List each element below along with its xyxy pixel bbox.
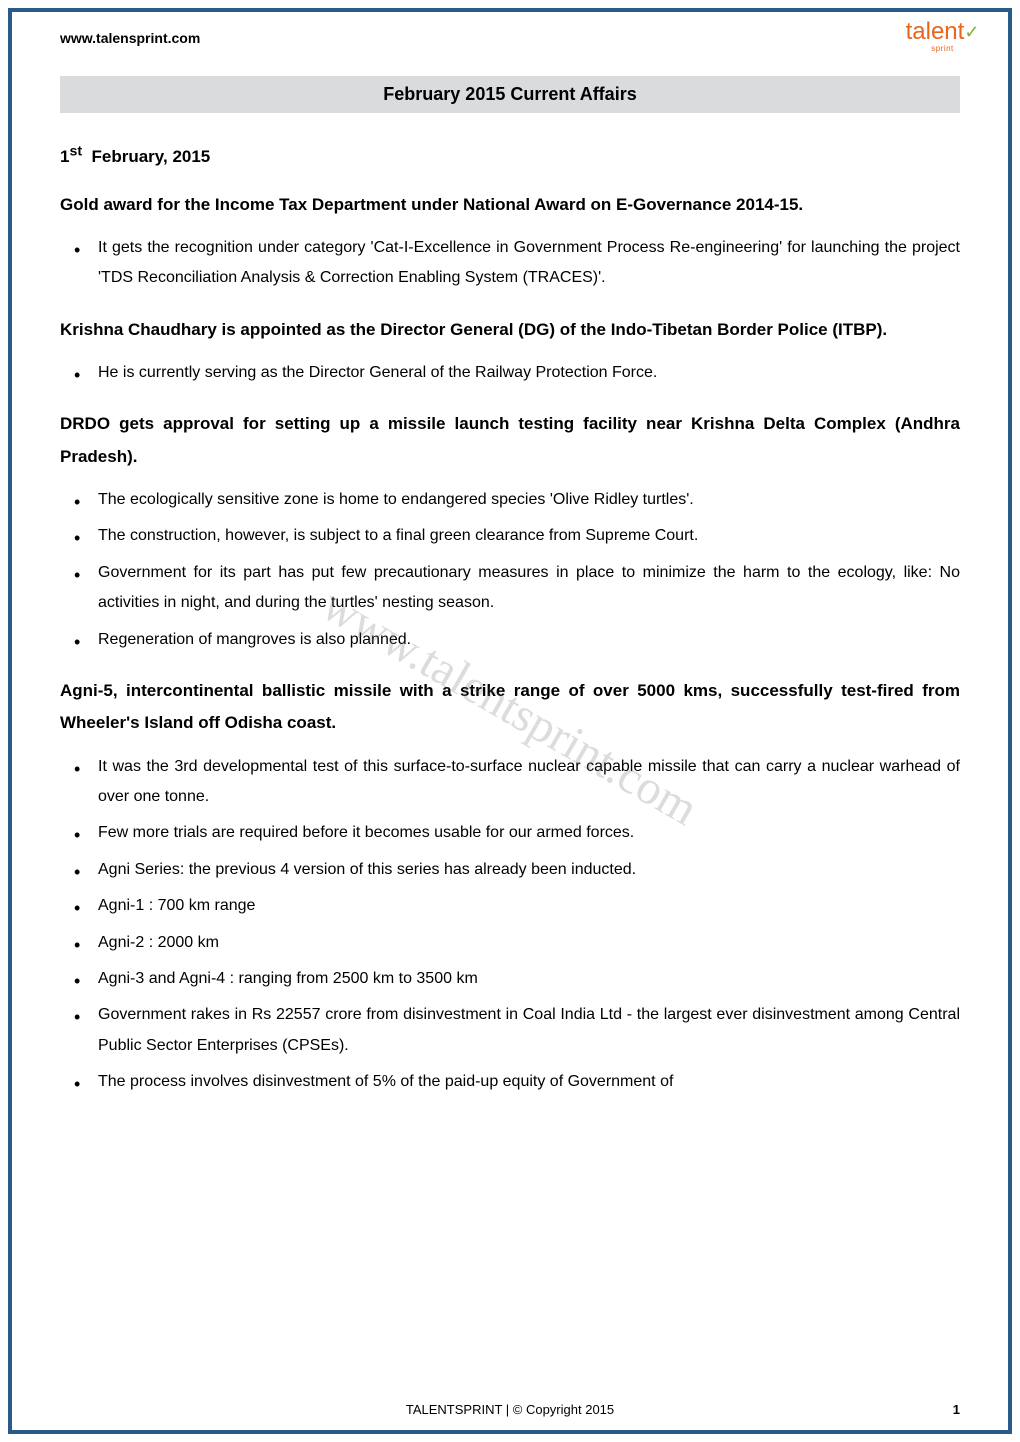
bullet-list: It was the 3rd developmental test of thi…: [60, 752, 960, 1098]
bullet-list: He is currently serving as the Director …: [60, 358, 960, 388]
list-item: Government for its part has put few prec…: [98, 558, 960, 619]
section-heading: DRDO gets approval for setting up a miss…: [60, 408, 960, 473]
footer: TALENTSPRINT | © Copyright 2015 1: [0, 1402, 1020, 1417]
list-item: It gets the recognition under category '…: [98, 233, 960, 294]
footer-page-number: 1: [953, 1402, 960, 1417]
list-item: Government rakes in Rs 22557 crore from …: [98, 1000, 960, 1061]
section-heading: Krishna Chaudhary is appointed as the Di…: [60, 314, 960, 346]
title-banner: February 2015 Current Affairs: [60, 76, 960, 113]
logo: talent✓ sprint: [915, 20, 970, 63]
date-heading: 1st February, 2015: [60, 143, 960, 167]
list-item: The process involves disinvestment of 5%…: [98, 1067, 960, 1097]
list-item: The construction, however, is subject to…: [98, 521, 960, 551]
date-text: 1st February, 2015: [60, 147, 210, 166]
bullet-list: It gets the recognition under category '…: [60, 233, 960, 294]
bullet-list: The ecologically sensitive zone is home …: [60, 485, 960, 655]
list-item: Agni-2 : 2000 km: [98, 928, 960, 958]
section-heading: Gold award for the Income Tax Department…: [60, 189, 960, 221]
list-item: It was the 3rd developmental test of thi…: [98, 752, 960, 813]
logo-text-top: talent: [906, 20, 965, 44]
section-heading: Agni-5, intercontinental ballistic missi…: [60, 675, 960, 740]
list-item: Agni-1 : 700 km range: [98, 891, 960, 921]
list-item: The ecologically sensitive zone is home …: [98, 485, 960, 515]
list-item: Regeneration of mangroves is also planne…: [98, 625, 960, 655]
sections-container: Gold award for the Income Tax Department…: [60, 189, 960, 1098]
footer-text: TALENTSPRINT | © Copyright 2015: [406, 1402, 614, 1417]
list-item: Agni Series: the previous 4 version of t…: [98, 855, 960, 885]
list-item: He is currently serving as the Director …: [98, 358, 960, 388]
header-url: www.talensprint.com: [60, 30, 960, 46]
logo-text-bottom: sprint: [931, 44, 954, 53]
logo-icon: talent✓: [906, 20, 980, 44]
list-item: Few more trials are required before it b…: [98, 818, 960, 848]
list-item: Agni-3 and Agni-4 : ranging from 2500 km…: [98, 964, 960, 994]
